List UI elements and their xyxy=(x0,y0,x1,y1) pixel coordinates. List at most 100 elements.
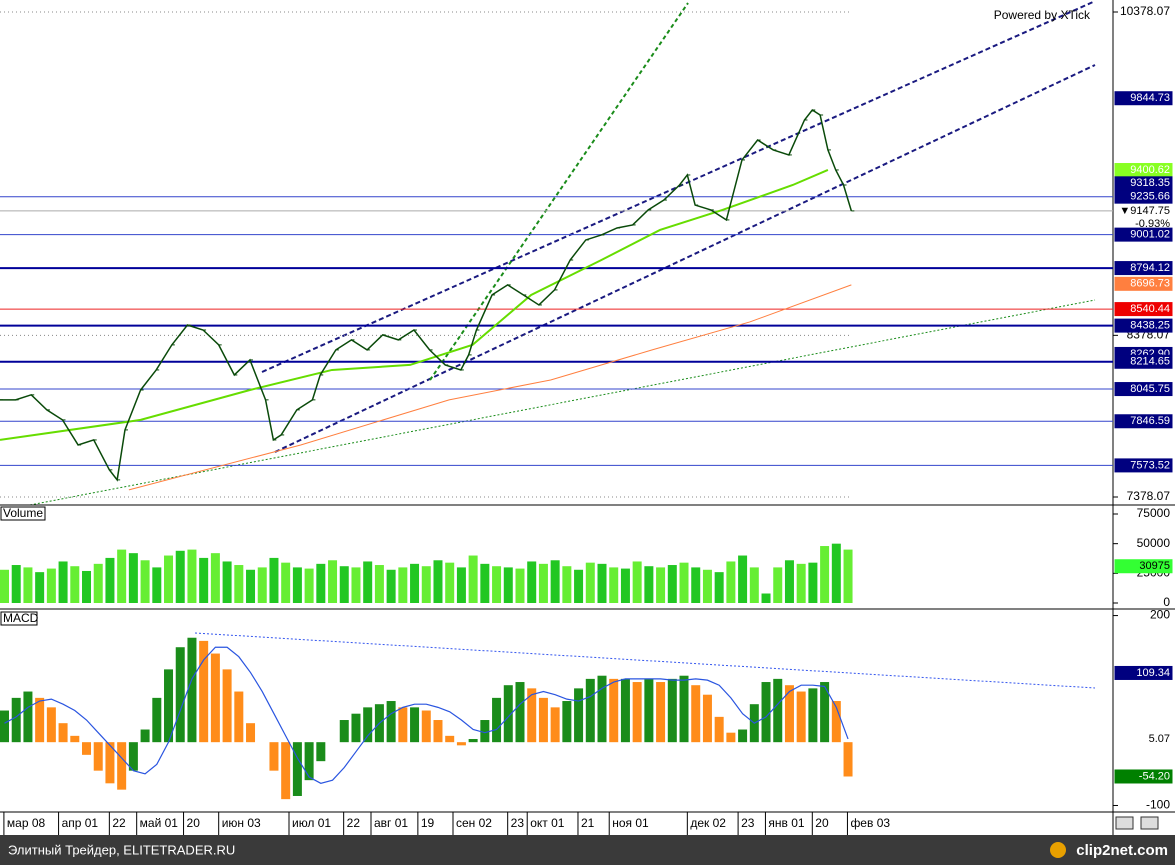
macd-bar xyxy=(410,707,420,743)
value-box: 9400.62 xyxy=(1114,163,1173,178)
value-box-label: 8696.73 xyxy=(1130,278,1170,290)
macd-bar xyxy=(656,682,666,743)
volume-bar xyxy=(843,549,853,604)
macd-bar xyxy=(702,694,712,743)
value-box-label: 8794.12 xyxy=(1130,262,1170,274)
volume-bar xyxy=(585,562,595,604)
x-tick-label: 21 xyxy=(581,816,595,830)
footer-bar xyxy=(0,835,1175,865)
zoom-button[interactable] xyxy=(1115,816,1134,830)
volume-bar xyxy=(234,565,244,604)
volume-bar xyxy=(257,567,267,604)
value-box: 8794.12 xyxy=(1114,261,1173,276)
value-box: 8045.75 xyxy=(1114,382,1173,397)
macd-bar xyxy=(93,742,103,771)
macd-bar xyxy=(433,720,443,743)
macd-bar xyxy=(738,729,748,743)
y-tick-label: 7378.07 xyxy=(1127,489,1171,503)
macd-bar xyxy=(316,742,326,762)
volume-bar xyxy=(644,566,654,604)
macd-bar xyxy=(456,742,466,746)
value-box-bg xyxy=(1114,382,1173,397)
volume-bar xyxy=(445,562,455,604)
macd-bar xyxy=(726,732,736,743)
volume-bar xyxy=(35,572,45,604)
value-box-bg xyxy=(1114,769,1173,784)
value-box-label: 7846.59 xyxy=(1130,415,1170,427)
volume-bar xyxy=(0,569,9,604)
logo-icon xyxy=(1050,842,1066,858)
value-box-label: 9318.35 xyxy=(1130,177,1170,189)
macd-bar xyxy=(0,710,9,743)
volume-bar xyxy=(11,565,21,604)
volume-bar xyxy=(656,567,666,604)
volume-bar xyxy=(632,561,642,604)
macd-bar xyxy=(480,720,490,743)
x-tick-label: сен 02 xyxy=(456,816,492,830)
macd-bar xyxy=(784,685,794,743)
value-box: 9235.66 xyxy=(1114,189,1173,204)
volume-bar xyxy=(527,561,537,604)
volume-bar xyxy=(398,567,408,604)
macd-bar xyxy=(515,682,525,743)
volume-bar xyxy=(246,569,256,604)
macd-bar xyxy=(597,675,607,743)
macd-bar xyxy=(269,742,279,771)
volume-bar xyxy=(410,563,420,604)
footer-logo: clip2net.com xyxy=(1076,842,1168,859)
y-tick-label: 50000 xyxy=(1137,536,1171,550)
macd-bar xyxy=(164,669,174,743)
value-box-bg xyxy=(1114,276,1173,291)
value-box-bg xyxy=(1114,354,1173,369)
trend-line xyxy=(429,2,689,381)
value-box-label: 109.34 xyxy=(1136,667,1170,679)
volume-bar xyxy=(726,561,736,604)
value-box: 9001.02 xyxy=(1114,227,1173,242)
value-box: 8214.65 xyxy=(1114,354,1173,369)
macd-bar xyxy=(58,723,68,743)
value-box-bg xyxy=(1114,731,1173,746)
x-tick-label: 22 xyxy=(112,816,126,830)
macd-bar xyxy=(351,713,361,743)
x-tick-label: янв 01 xyxy=(768,816,805,830)
volume-bar xyxy=(773,567,783,604)
macd-bar xyxy=(199,640,209,743)
value-box-bg xyxy=(1114,458,1173,473)
value-box-bg xyxy=(1114,189,1173,204)
x-tick-label: 22 xyxy=(347,816,361,830)
volume-bar xyxy=(82,570,92,604)
y-tick-label: 10378.07 xyxy=(1120,4,1170,18)
volume-bar xyxy=(433,560,443,604)
moving-average xyxy=(128,284,852,491)
x-tick-label: фев 03 xyxy=(850,816,890,830)
y-tick-label: 200 xyxy=(1150,608,1170,622)
volume-bar xyxy=(164,555,174,604)
x-tick-label: 23 xyxy=(511,816,525,830)
volume-bar xyxy=(210,553,220,604)
value-box-bg xyxy=(1114,414,1173,429)
volume-bar xyxy=(117,549,127,604)
macd-bar xyxy=(292,742,302,796)
macd-bar xyxy=(187,637,197,743)
x-tick-label: 19 xyxy=(421,816,435,830)
value-box-bg xyxy=(1114,91,1173,106)
macd-bar xyxy=(574,688,584,743)
trend-line xyxy=(274,64,1096,453)
x-tick-label: окт 01 xyxy=(530,816,565,830)
volume-bar xyxy=(609,567,619,604)
value-box-label: 8045.75 xyxy=(1130,383,1170,395)
value-box-bg xyxy=(1114,665,1173,680)
volume-bar xyxy=(480,563,490,604)
value-box-label: 9844.73 xyxy=(1130,92,1170,104)
macd-bar xyxy=(421,710,431,743)
macd-bar xyxy=(23,691,33,743)
value-box: 8696.73 xyxy=(1114,276,1173,291)
volume-bar xyxy=(515,568,525,604)
volume-bar xyxy=(562,566,572,604)
macd-bar xyxy=(398,707,408,743)
print-button[interactable] xyxy=(1140,816,1159,830)
volume-bar xyxy=(749,567,759,604)
macd-bar xyxy=(503,685,513,743)
volume-bar xyxy=(328,560,338,604)
macd-bar xyxy=(620,678,630,743)
